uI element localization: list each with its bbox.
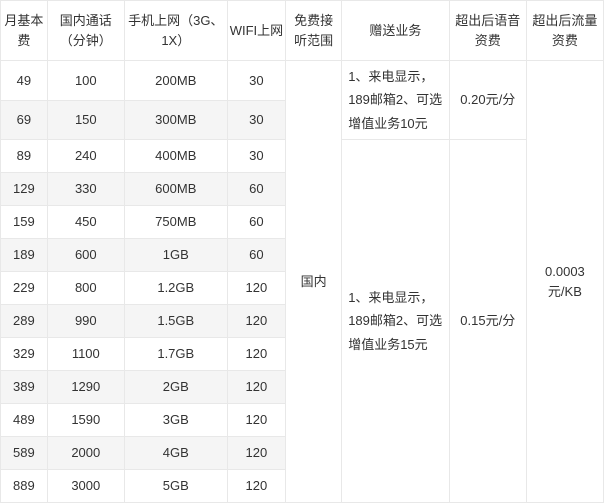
cell-call: 1290 (47, 371, 124, 404)
cell-fee: 589 (1, 437, 48, 470)
cell-data: 1GB (124, 239, 227, 272)
cell-call: 1100 (47, 338, 124, 371)
cell-fee: 289 (1, 305, 48, 338)
cell-bonus: 1、来电显示，189邮箱2、可选增值业务10元 (342, 61, 450, 140)
cell-flow: 0.0003元/KB (526, 61, 603, 503)
cell-data: 300MB (124, 100, 227, 140)
cell-data: 1.7GB (124, 338, 227, 371)
cell-wifi: 30 (227, 140, 285, 173)
cell-data: 200MB (124, 61, 227, 101)
cell-call: 2000 (47, 437, 124, 470)
cell-voice: 0.15元/分 (449, 140, 526, 503)
cell-voice: 0.20元/分 (449, 61, 526, 140)
cell-wifi: 60 (227, 173, 285, 206)
cell-call: 240 (47, 140, 124, 173)
cell-wifi: 120 (227, 305, 285, 338)
cell-fee: 189 (1, 239, 48, 272)
cell-call: 450 (47, 206, 124, 239)
cell-fee: 489 (1, 404, 48, 437)
table-header-row: 月基本费 国内通话（分钟） 手机上网（3G、1X） WIFI上网 免费接听范围 … (1, 1, 604, 61)
cell-call: 100 (47, 61, 124, 101)
cell-fee: 69 (1, 100, 48, 140)
cell-wifi: 30 (227, 61, 285, 101)
cell-call: 150 (47, 100, 124, 140)
header-range: 免费接听范围 (286, 1, 342, 61)
cell-call: 1590 (47, 404, 124, 437)
header-flow: 超出后流量资费 (526, 1, 603, 61)
header-call: 国内通话（分钟） (47, 1, 124, 61)
cell-fee: 229 (1, 272, 48, 305)
cell-fee: 389 (1, 371, 48, 404)
cell-data: 5GB (124, 470, 227, 503)
cell-call: 990 (47, 305, 124, 338)
cell-data: 750MB (124, 206, 227, 239)
cell-data: 3GB (124, 404, 227, 437)
header-fee: 月基本费 (1, 1, 48, 61)
header-data: 手机上网（3G、1X） (124, 1, 227, 61)
cell-wifi: 30 (227, 100, 285, 140)
cell-call: 800 (47, 272, 124, 305)
cell-call: 330 (47, 173, 124, 206)
cell-wifi: 120 (227, 404, 285, 437)
cell-fee: 129 (1, 173, 48, 206)
cell-data: 600MB (124, 173, 227, 206)
cell-data: 2GB (124, 371, 227, 404)
cell-data: 1.5GB (124, 305, 227, 338)
cell-data: 4GB (124, 437, 227, 470)
table-body: 49 100 200MB 30国内1、来电显示，189邮箱2、可选增值业务10元… (1, 61, 604, 503)
cell-data: 400MB (124, 140, 227, 173)
cell-bonus: 1、来电显示，189邮箱2、可选增值业务15元 (342, 140, 450, 503)
cell-call: 600 (47, 239, 124, 272)
cell-range: 国内 (286, 61, 342, 503)
cell-fee: 49 (1, 61, 48, 101)
cell-fee: 89 (1, 140, 48, 173)
cell-data: 1.2GB (124, 272, 227, 305)
cell-wifi: 120 (227, 437, 285, 470)
header-voice: 超出后语音资费 (449, 1, 526, 61)
table-row: 49 100 200MB 30国内1、来电显示，189邮箱2、可选增值业务10元… (1, 61, 604, 101)
cell-fee: 889 (1, 470, 48, 503)
cell-wifi: 120 (227, 470, 285, 503)
cell-call: 3000 (47, 470, 124, 503)
header-wifi: WIFI上网 (227, 1, 285, 61)
cell-fee: 329 (1, 338, 48, 371)
cell-wifi: 60 (227, 239, 285, 272)
header-bonus: 赠送业务 (342, 1, 450, 61)
cell-wifi: 120 (227, 272, 285, 305)
cell-wifi: 120 (227, 338, 285, 371)
cell-fee: 159 (1, 206, 48, 239)
pricing-table: 月基本费 国内通话（分钟） 手机上网（3G、1X） WIFI上网 免费接听范围 … (0, 0, 604, 503)
cell-wifi: 60 (227, 206, 285, 239)
cell-wifi: 120 (227, 371, 285, 404)
